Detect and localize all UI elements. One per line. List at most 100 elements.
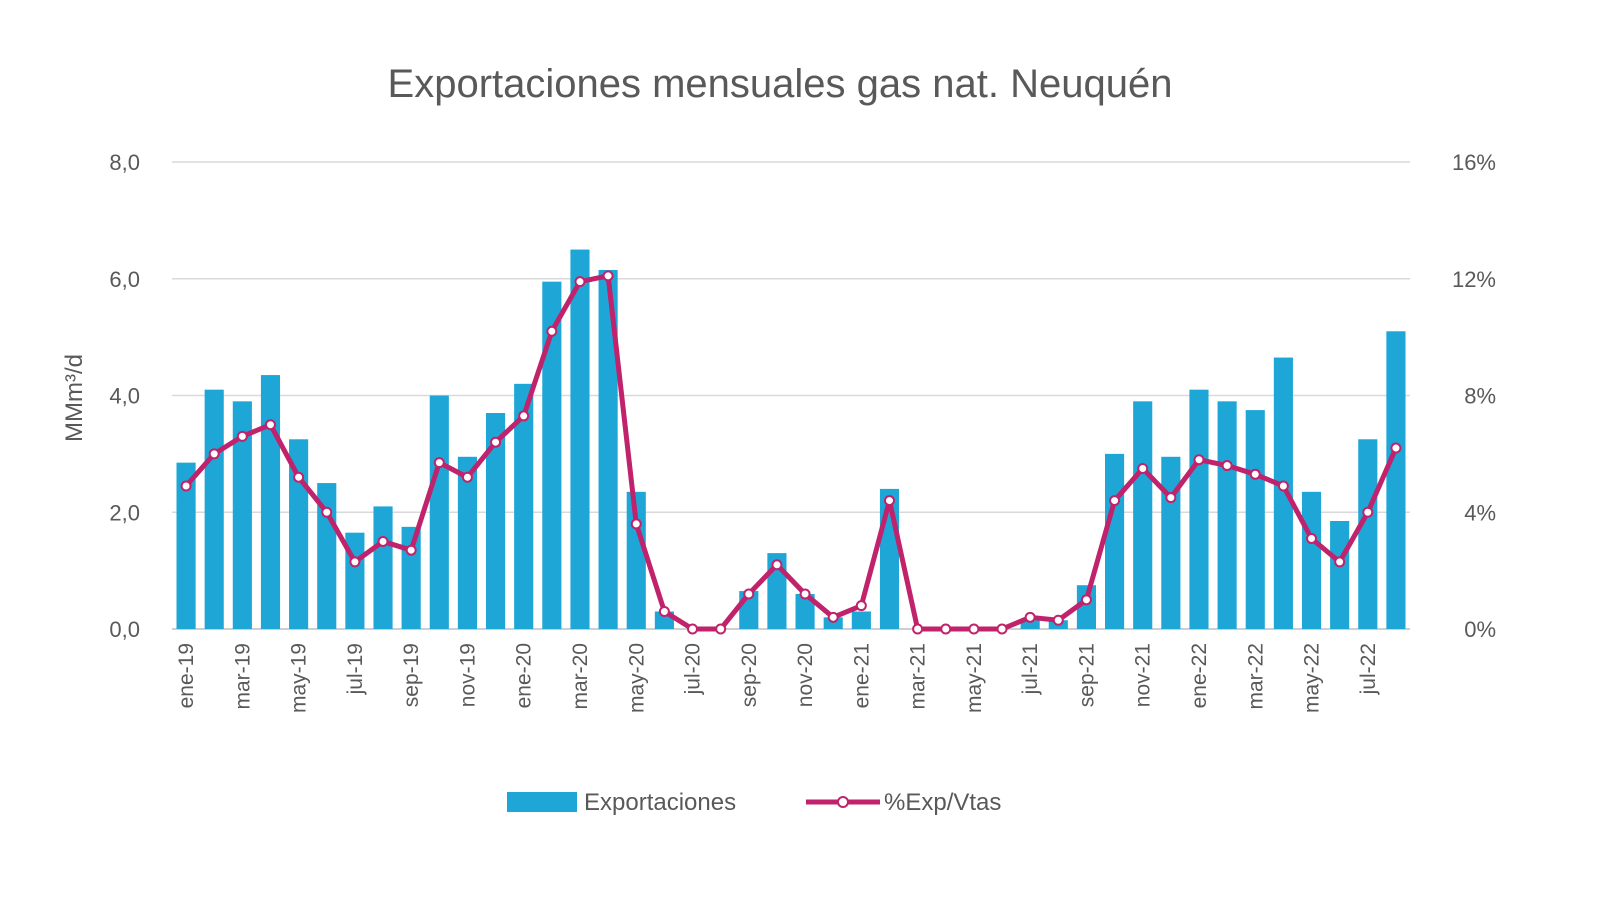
x-tick-label: mar-21 [907, 643, 930, 710]
x-tick-label: mar-22 [1244, 643, 1267, 710]
line-point [1221, 460, 1233, 472]
bar [1330, 521, 1350, 629]
bar [260, 375, 281, 629]
line-point [1249, 468, 1261, 480]
line-point [658, 605, 670, 617]
line-point [461, 471, 473, 483]
y-left-tick-label: 2,0 [109, 500, 140, 525]
bar [1133, 401, 1153, 629]
bar [795, 593, 815, 629]
x-tick-label: ene-20 [513, 643, 536, 708]
x-tick-label: ene-22 [1188, 643, 1211, 708]
line-point [1165, 492, 1177, 504]
line-point [490, 436, 502, 448]
bar-series-exportaciones [176, 249, 1406, 629]
series-line [184, 273, 1399, 632]
bar [823, 617, 843, 629]
x-tick-label: sep-21 [1075, 643, 1098, 707]
x-axis: ene-19 mar-19 may-19 jul-19 sep-19 nov-19 ene-… [175, 643, 1380, 713]
line-point [1080, 594, 1092, 606]
line-point [236, 430, 248, 442]
line-point [1137, 462, 1149, 474]
line-point [687, 623, 699, 635]
bar [851, 611, 871, 629]
line-point [1052, 614, 1064, 626]
line-point [1334, 556, 1346, 568]
line-point [264, 419, 276, 431]
line-point [1193, 454, 1205, 466]
x-tick-label: jul-19 [344, 643, 367, 695]
line-point [883, 495, 895, 507]
x-tick-label: nov-21 [1132, 643, 1155, 707]
bar [373, 506, 393, 629]
line-point [771, 559, 783, 571]
x-tick-label: jul-20 [682, 643, 705, 695]
line-point [940, 623, 952, 635]
legend-label-exportaciones: Exportaciones [584, 789, 736, 816]
bar [204, 389, 224, 629]
bar [1020, 620, 1040, 629]
line-point [1306, 533, 1318, 545]
x-tick-label: nov-19 [456, 643, 479, 707]
x-tick-label: jul-22 [1357, 643, 1380, 695]
bar [1105, 453, 1125, 629]
line-point [799, 588, 811, 600]
line-point [518, 410, 530, 422]
line-point [996, 623, 1008, 635]
y-axis-left: 0,0 2,0 4,0 6,0 8,0 [109, 150, 140, 642]
bar [1189, 389, 1209, 629]
y-axis-label: MMm³/d [61, 354, 88, 442]
bar [542, 281, 562, 629]
legend-swatch-marker [837, 796, 849, 808]
bar [176, 462, 196, 629]
line-point [1390, 442, 1402, 454]
y-right-tick-label: 8% [1464, 384, 1496, 409]
bar [429, 395, 449, 629]
x-tick-label: sep-19 [400, 643, 423, 707]
line-series-exp-vtas [180, 270, 1402, 635]
x-tick-label: jul-21 [1019, 643, 1042, 695]
x-tick-label: mar-19 [231, 643, 254, 710]
y-right-tick-label: 4% [1464, 500, 1496, 525]
line-point [180, 480, 192, 492]
line-point [630, 518, 642, 530]
chart-title: Exportaciones mensuales gas nat. Neuquén [387, 62, 1173, 106]
y-left-tick-label: 4,0 [109, 384, 140, 409]
y-left-tick-label: 0,0 [109, 617, 140, 642]
line-point [208, 448, 220, 460]
line-point [1362, 506, 1374, 518]
y-right-tick-label: 0% [1464, 617, 1496, 642]
legend-swatch-exportaciones [507, 792, 577, 812]
x-tick-label: may-21 [963, 643, 986, 713]
bar [1076, 585, 1096, 629]
line-point [1277, 480, 1289, 492]
line-point [433, 457, 445, 469]
y-axis-right: 0% 4% 8% 12% 16% [1452, 150, 1496, 642]
bar [1358, 439, 1378, 629]
x-tick-label: ene-21 [850, 643, 873, 708]
line-point [1024, 611, 1036, 623]
bar [1245, 410, 1265, 629]
bar [457, 456, 477, 629]
y-right-tick-label: 16% [1452, 150, 1496, 175]
bar [1386, 331, 1406, 629]
y-left-tick-label: 8,0 [109, 150, 140, 175]
x-tick-label: may-19 [288, 643, 311, 713]
bar [1301, 491, 1322, 629]
x-tick-label: mar-20 [569, 643, 592, 710]
x-tick-label: nov-20 [794, 643, 817, 707]
line-point [968, 623, 980, 635]
bar [1161, 456, 1181, 629]
line-point [546, 325, 558, 337]
line-point [377, 535, 389, 547]
x-tick-label: ene-19 [175, 643, 198, 708]
line-point [349, 556, 361, 568]
legend-label-exp-vtas: %Exp/Vtas [884, 789, 1001, 816]
line-point [602, 270, 614, 282]
x-tick-label: sep-20 [738, 643, 761, 707]
y-left-tick-label: 6,0 [109, 267, 140, 292]
line-point [912, 623, 924, 635]
line-point [1109, 495, 1121, 507]
line-point [743, 588, 755, 600]
